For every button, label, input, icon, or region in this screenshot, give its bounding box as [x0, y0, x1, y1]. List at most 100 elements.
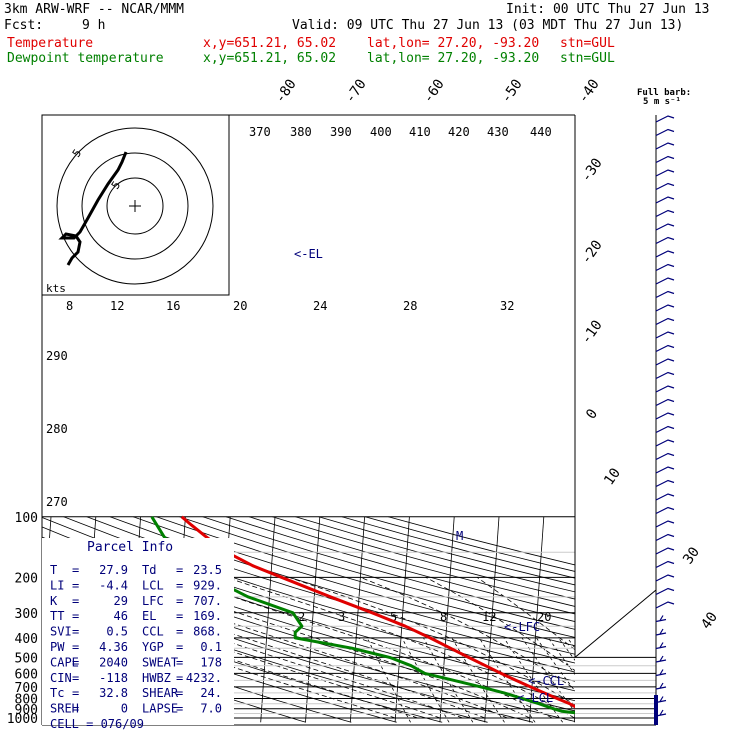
wind-barb: [655, 304, 675, 312]
theta-label: 270: [46, 495, 68, 509]
theta-e-label: 400: [370, 125, 392, 139]
parcel-param-name: K: [50, 594, 58, 608]
isotherm-label: -30: [578, 155, 606, 185]
theta-e-label: 440: [530, 125, 552, 139]
parcel-param-equals: =: [72, 671, 79, 685]
parcel-param-value: 4232.: [186, 671, 222, 685]
theta-e-label: 380: [290, 125, 312, 139]
isotherm-line: [394, 516, 410, 723]
parcel-param-name: PW: [50, 640, 65, 654]
mixing-ratio-lines: [366, 637, 575, 723]
parcel-param-equals: =: [72, 609, 79, 623]
mixing-ratio-line: [547, 637, 575, 675]
theta-e-label: 390: [330, 125, 352, 139]
valid-time: Valid: 09 UTC Thu 27 Jun 13 (03 MDT Thu …: [292, 18, 684, 33]
dry-adiabat: [42, 516, 575, 682]
hodograph-ring-outer: [56, 127, 214, 285]
parcel-param-equals: =: [72, 686, 79, 700]
parcel-param-name: CIN: [50, 671, 72, 685]
barb-legend-unit: 5 m s⁻¹: [643, 97, 681, 107]
isotherm-label: 10: [601, 465, 624, 488]
mixing-ratio-line: [451, 637, 505, 723]
parcel-param-name: CAPE: [50, 655, 79, 669]
barb-legend-title: Full barb:: [637, 88, 691, 98]
parcel-param-value: 929.: [193, 578, 222, 592]
mixing-ratio-label: 20: [233, 299, 247, 313]
pressure-tick-label: 200: [15, 571, 38, 586]
init-time: Init: 00 UTC Thu 27 Jun 13: [506, 2, 710, 17]
wind-barb: [655, 547, 675, 555]
wind-barb: [655, 290, 675, 299]
wind-barb: [655, 223, 675, 231]
parcel-param-value: 7.0: [200, 702, 222, 716]
parcel-param-value: 0.5: [106, 625, 128, 639]
parcel-param-name: SVI: [50, 625, 72, 639]
wind-barb: [655, 506, 675, 515]
wind-barb: [655, 385, 675, 393]
moist-adiabat: [136, 618, 441, 719]
wind-barb: [655, 533, 675, 542]
wind-barb: [655, 587, 675, 596]
isotherm-label: -70: [342, 76, 370, 106]
dry-adiabat: [249, 516, 575, 607]
mixing-ratio-label: 3: [338, 610, 345, 624]
isotherm-line: [664, 517, 678, 723]
parcel-param-equals: =: [72, 640, 79, 654]
isotherm-line: [573, 706, 575, 723]
dewpoint-legend: Dewpoint temperature: [7, 51, 164, 66]
wind-barb: [655, 615, 667, 623]
parcel-param-value: 169.: [193, 609, 222, 623]
theta-e-label: 370: [249, 125, 271, 139]
wind-barb: [655, 263, 675, 272]
wind-barb: [655, 493, 675, 501]
wind-barb-stack: [654, 695, 658, 725]
pressure-tick-label: 500: [15, 651, 38, 666]
wind-barb: [655, 317, 675, 326]
parcel-param-equals: =: [176, 702, 183, 716]
wind-barb: [655, 142, 675, 150]
parcel-param-name: HWBZ: [142, 671, 171, 685]
theta-e-label: 430: [487, 125, 509, 139]
parcel-param-equals: =: [72, 578, 79, 592]
hodograph-unit: kts: [46, 282, 66, 295]
isotherm-line: [260, 516, 276, 723]
mixing-ratio-line: [558, 637, 575, 661]
wind-barb: [655, 439, 675, 447]
wind-barb: [655, 250, 675, 258]
parcel-param-value: 24.: [200, 686, 222, 700]
dry-adiabat: [179, 516, 575, 630]
parcel-param-value: -118: [99, 671, 128, 685]
isotherm-line: [0, 517, 6, 723]
parcel-param-name: LAPSE: [142, 702, 178, 716]
wind-barbs: Full barb: 5 m s⁻¹: [637, 88, 691, 725]
parcel-param-equals: =: [176, 686, 183, 700]
wind-barb: [655, 452, 675, 461]
wind-barb: [655, 277, 675, 285]
parcel-cell: CELL = 076/09: [50, 717, 144, 731]
hodograph-ring-middle: [81, 152, 189, 260]
wind-barb: [655, 358, 675, 366]
parcel-param-equals: =: [176, 625, 183, 639]
theta-e-label: 420: [448, 125, 470, 139]
parcel-param-equals: =: [72, 702, 79, 716]
level-markers: <-EL M <-LFC <-CCL <-LCL: [294, 247, 564, 705]
pressure-tick-label: 400: [15, 632, 38, 647]
parcel-param-value: 4.36: [99, 640, 128, 654]
parcel-param-value: 0: [121, 702, 128, 716]
hodograph-ring-inner: [106, 177, 164, 235]
wind-barb: [655, 196, 675, 204]
wind-barb: [655, 601, 675, 609]
parcel-param-name: EL: [142, 609, 156, 623]
forecast-label: Fcst:: [4, 18, 44, 33]
parcel-param-value: 32.8: [99, 686, 128, 700]
parcel-param-name: SREH: [50, 702, 79, 716]
parcel-param-name: SHEAR: [142, 686, 179, 700]
dry-adiabat: [133, 516, 575, 647]
parcel-param-value: 2040: [99, 655, 128, 669]
temperature-xy: x,y=651.21, 65.02: [203, 36, 337, 51]
mixing-ratio-label: 28: [403, 299, 417, 313]
temperature-legend: Temperature: [7, 36, 94, 51]
parcel-param-value: 27.9: [99, 563, 128, 577]
wind-barb: [655, 574, 675, 582]
wind-barb: [655, 155, 675, 164]
